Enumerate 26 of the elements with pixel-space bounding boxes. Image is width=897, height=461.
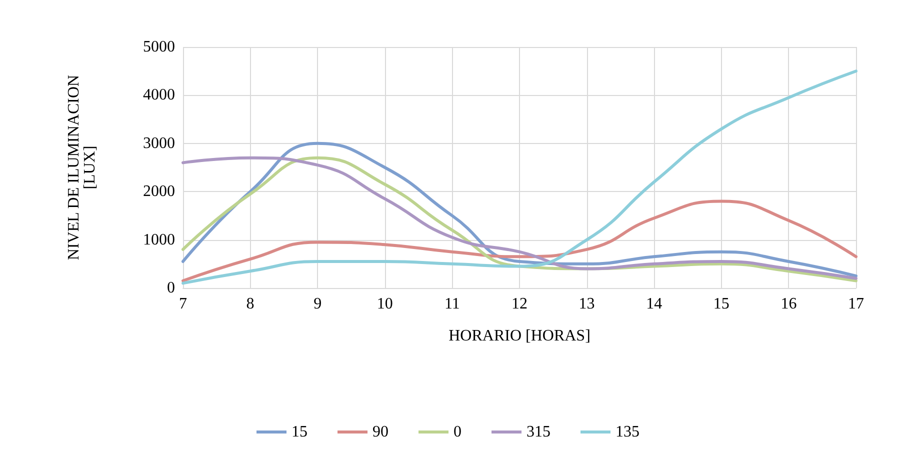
- line-series: [182, 200, 858, 282]
- y-tick-label: 4000: [143, 86, 175, 104]
- legend-label: 90: [372, 424, 388, 440]
- y-tick-label: 0: [167, 280, 175, 296]
- x-tick-label: 14: [646, 296, 662, 312]
- line-series: [182, 70, 858, 285]
- x-tick-label: 9: [314, 296, 322, 312]
- x-tick-label: 15: [713, 296, 730, 312]
- legend-label: 15: [292, 424, 308, 440]
- x-axis-title: HORARIO [HORAS]: [448, 328, 590, 344]
- x-tick-label: 13: [578, 296, 595, 312]
- x-tick-label: 12: [512, 296, 528, 312]
- x-tick-label: 16: [780, 296, 797, 312]
- y-tick-label: 1000: [143, 231, 175, 248]
- y-tick-label: 5000: [143, 38, 175, 56]
- legend-label: 135: [616, 424, 640, 440]
- x-tick-label: 7: [179, 296, 187, 312]
- y-axis-title: NIVEL DE ILUMINACION [LUX]: [66, 74, 98, 260]
- y-tick-label: 3000: [143, 134, 175, 152]
- x-tick-label: 17: [848, 296, 864, 312]
- x-tick-label: 11: [444, 296, 460, 312]
- legend-label: 0: [454, 424, 462, 440]
- x-tick-label: 8: [246, 296, 254, 312]
- y-tick-label: 2000: [143, 183, 175, 200]
- legend-label: 315: [526, 424, 550, 440]
- x-tick-label: 10: [376, 296, 393, 312]
